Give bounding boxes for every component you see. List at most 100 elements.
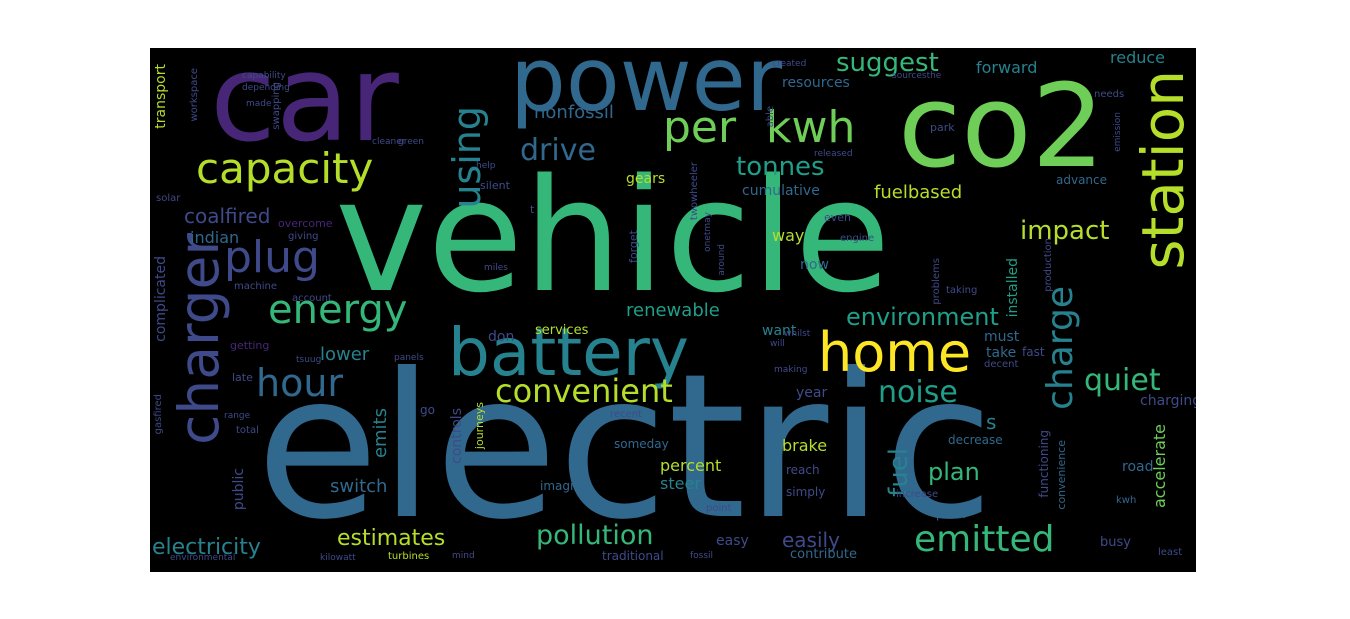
word-home: home [818,321,972,384]
word-quiet: quiet [1084,363,1161,398]
word-gasfired: gasfired [153,394,164,435]
word-estimates: estimates [337,526,446,551]
word-getting: getting [230,339,270,352]
word-increase: increase [896,489,939,500]
word-energy: energy [268,287,408,333]
word-emits: emits [370,408,391,459]
word-accelerate: accelerate [1150,424,1169,509]
word-t: t [530,203,535,216]
word-car: car [210,48,399,169]
word-kwh-small: kwh [1116,495,1137,506]
word-making: making [774,365,808,375]
word-decent: decent [984,359,1019,370]
word-silent: silent [480,179,510,192]
word-machine: machine [234,281,277,292]
word-road: road [1122,459,1154,475]
word-tsuug: tsuug [296,355,322,365]
word-forward: forward [976,58,1038,77]
word-depending: depending [242,83,290,93]
word-capability: capability [242,71,286,81]
word-kilowatt: kilowatt [320,553,356,563]
word-charger: charger [167,233,231,445]
word-capacity: capacity [196,144,374,193]
word-transport: transport [153,64,169,129]
word-even: even [824,211,852,224]
word-made: made [246,99,272,109]
word-giving: giving [288,231,319,242]
word-charging: charging [1140,393,1196,409]
word-decrease: decrease [948,433,1003,447]
word-nonfossil: nonfossil [534,102,614,123]
word-station: station [1129,70,1196,270]
word-problems: problems [931,258,942,305]
word-turbines: turbines [388,551,430,562]
word-traditional: traditional [602,549,664,563]
word-green: green [398,137,424,147]
word-co2: co2 [898,60,1105,194]
word-resources: resources [782,75,850,91]
word-percent: percent [660,456,722,475]
word-power: power [510,48,782,131]
word-easily: easily [782,528,840,552]
word-now: now [800,257,829,273]
word-reduce: reduce [1110,48,1166,67]
word-busy: busy [1100,535,1131,550]
word-environment: environment [846,303,999,331]
word-want: want [762,323,797,339]
word-go: go [420,403,435,417]
word-renewable: renewable [626,300,720,321]
word-fossil: fossil [690,551,714,561]
word-plug: plug [224,232,320,283]
word-onetmay: onetmay [703,212,713,252]
word-total: total [236,425,259,436]
word-year: year [796,385,828,401]
word-way: way [772,226,805,245]
word-suggest: suggest [836,48,939,78]
word-late: late [232,371,253,384]
word-environmental: environmental [170,553,236,563]
word-drive: drive [520,133,596,168]
word-forget: forget [627,230,640,263]
word-complicated: complicated [153,256,169,342]
word-will: will [770,339,785,349]
word-reach: reach [786,463,820,477]
word-convenience: convenience [1055,440,1068,510]
word-hour: hour [256,361,344,405]
word-peak: peak [936,507,966,521]
word-using: using [445,106,489,209]
word-production: production [1043,238,1054,292]
word-cleaner: cleaner [372,137,406,147]
word-functioning: functioning [1037,430,1051,498]
word-created: created [772,59,807,69]
word-battery: battery [448,314,689,391]
word-vehicle: vehicle [335,145,891,327]
word-controls: controls [449,408,465,464]
word-fuelbased: fuelbased [874,182,963,203]
word-plan: plan [928,458,980,486]
word-point: point [706,503,732,514]
word-switch: switch [330,476,388,497]
word-taking: taking [946,285,978,296]
word-installed: installed [1005,258,1021,318]
word-noise: noise [878,375,958,410]
word-charge: charge [1040,286,1081,410]
word-convenient: convenient [495,372,673,410]
word-park: park [930,121,955,134]
word-indian: indian [190,228,240,247]
word-overcome: overcome [278,217,333,230]
word-steer: steer [660,474,701,493]
word-brake: brake [782,436,828,455]
word-s: s [986,410,997,434]
word-needs: needs [1094,89,1125,100]
word-imagine: imagine [540,479,589,493]
word-take: take [986,345,1017,361]
word-solar: solar [156,193,181,204]
word-coalfired: coalfired [184,204,271,228]
word-emission: emission [1113,112,1123,152]
word-released: released [814,149,853,159]
word-twowheeler: twowheeler [689,162,700,221]
word-miles: miles [484,263,508,273]
word-contribute: contribute [790,547,857,562]
word-lower: lower [320,344,370,365]
word-cumulative: cumulative [742,183,820,199]
